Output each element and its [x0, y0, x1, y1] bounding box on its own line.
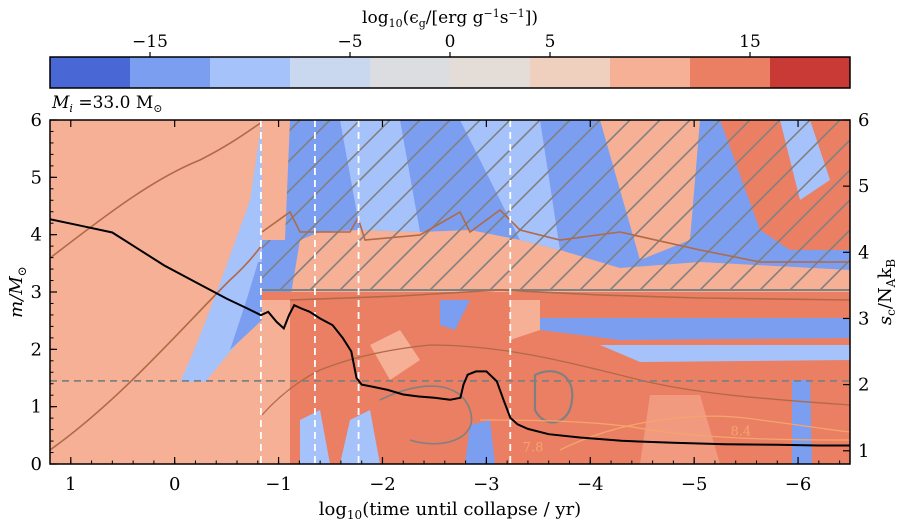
y-left-tick-label: 4 [31, 225, 42, 246]
region-shell-band [540, 318, 850, 340]
x-tick-label: −6 [785, 474, 812, 495]
y-left-tick-label: 5 [31, 167, 42, 188]
contour-labels: 7.8 8.4 [523, 424, 751, 455]
x-tick-label: −5 [681, 474, 708, 495]
colorbar-bin-6 [530, 57, 611, 88]
x-tick-label: −3 [473, 474, 500, 495]
contour-label: 7.8 [523, 440, 544, 455]
colorbar-tick-label: 0 [445, 32, 456, 52]
x-tick-label: 0 [169, 474, 180, 495]
region-blob-4 [340, 410, 380, 464]
region-blob-1 [440, 300, 470, 330]
region-blob-6 [510, 300, 540, 340]
mass-contour-5 [261, 344, 850, 416]
x-tick-label: −2 [369, 474, 396, 495]
colorbar-bins [50, 57, 851, 88]
colorbar-tick-label: 5 [545, 32, 556, 52]
colorbar-bin-7 [610, 57, 691, 88]
colorbar-tick-label: 15 [739, 32, 761, 52]
mass-contour-6 [379, 385, 473, 445]
y-left-tick-label: 3 [31, 282, 42, 303]
y-right-tick-label: 4 [858, 242, 869, 263]
region-blob-7 [792, 380, 812, 464]
colorbar-bin-8 [690, 57, 771, 88]
colorbar: −15 −5 0 5 15 log10(ϵg/[erg g−1s−1]) [49, 7, 851, 89]
colorbar-bin-5 [450, 57, 531, 88]
x-tick-label: 1 [65, 474, 76, 495]
x-tick-label: −4 [577, 474, 604, 495]
colorbar-tick-label: −5 [337, 32, 362, 52]
region-core-edge [262, 300, 290, 464]
region-blob-8 [640, 395, 720, 464]
colorbar-bin-2 [210, 57, 291, 88]
region-blob-2 [370, 330, 420, 380]
dashed-vertical-lines [260, 120, 512, 464]
y-right-tick-label: 2 [858, 375, 869, 396]
y-right-tick-label: 1 [858, 441, 869, 462]
initial-mass-label: Mi =33.0 M⊙ [51, 93, 162, 115]
y-right-tick-label: 3 [858, 308, 869, 329]
entropy-contour-2 [559, 415, 850, 451]
central-entropy-curve [50, 218, 850, 447]
colorbar-tick-label: −15 [132, 32, 168, 52]
y-left-tick-label: 0 [31, 454, 42, 475]
colorbar-bin-9 [770, 57, 851, 88]
region-convective-tongue-core [230, 262, 262, 350]
mass-contour-7 [533, 370, 574, 424]
y-axis-left-label: m/M⊙ [6, 266, 29, 318]
region-blob-5 [465, 420, 495, 464]
colorbar-bin-4 [370, 57, 451, 88]
y-axis-right-label: sc/NAkB [875, 259, 898, 325]
colorbar-bin-3 [290, 57, 371, 88]
colorbar-bin-1 [130, 57, 211, 88]
mass-contour-4 [289, 289, 850, 301]
y-axis-right-ticks: 1 2 3 4 5 6 [843, 110, 869, 462]
y-axis-left-ticks: 0 1 2 3 4 5 6 [31, 110, 57, 475]
x-axis-ticks: 1 0 −1 −2 −3 −4 −5 −6 [65, 120, 841, 495]
colorbar-ticks: −15 −5 0 5 15 [132, 32, 761, 57]
region-hatched [262, 120, 850, 290]
mass-contour-2 [50, 244, 263, 451]
y-right-tick-label: 5 [858, 176, 869, 197]
contour-label: 8.4 [731, 424, 752, 439]
y-left-tick-label: 2 [31, 339, 42, 360]
colorbar-label: log10(ϵg/[erg g−1s−1]) [362, 7, 538, 30]
x-axis-label: log10(time until collapse / yr) [319, 499, 581, 522]
y-right-tick-label: 6 [858, 110, 869, 131]
x-tick-label: −1 [265, 474, 292, 495]
colorbar-bin-0 [50, 57, 131, 88]
entropy-contour-1 [479, 419, 850, 441]
y-left-tick-label: 1 [31, 397, 42, 418]
mass-contour-3 [261, 208, 850, 263]
y-left-tick-label: 6 [31, 110, 42, 131]
mass-contour-1 [50, 121, 263, 259]
kippenhahn-plot: 7.8 8.4 [50, 120, 850, 464]
region-shell-band-2 [600, 345, 850, 362]
